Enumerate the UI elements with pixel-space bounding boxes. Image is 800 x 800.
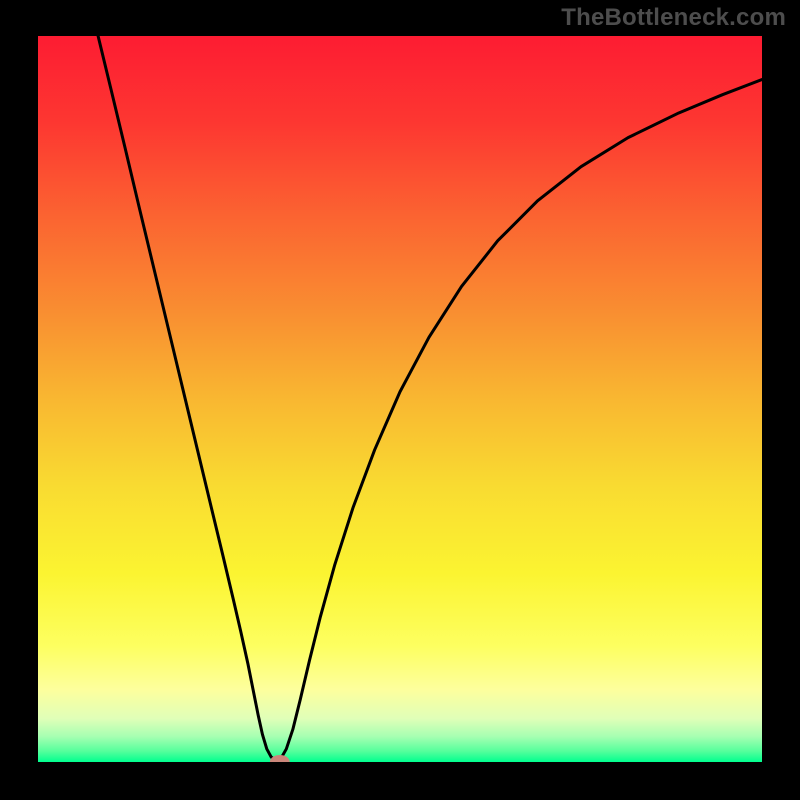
chart-container: { "watermark": { "text": "TheBottleneck.… (0, 0, 800, 800)
watermark-text: TheBottleneck.com (561, 4, 786, 32)
optimal-point-marker (270, 755, 290, 769)
bottleneck-chart (0, 0, 800, 800)
plot-background (38, 36, 762, 762)
